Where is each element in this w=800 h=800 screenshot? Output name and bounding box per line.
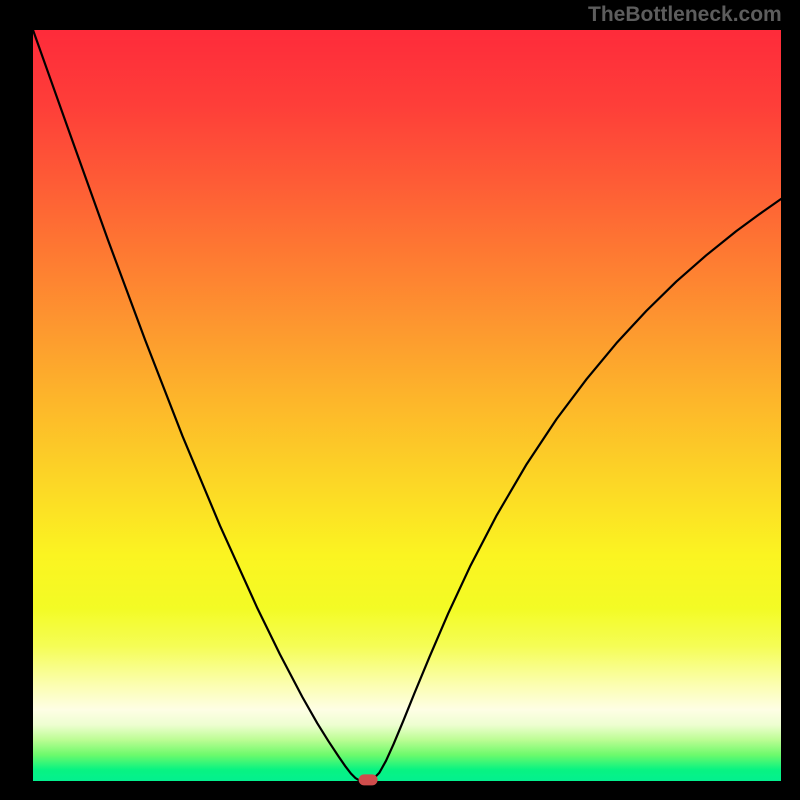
plot-background bbox=[33, 30, 781, 781]
optimum-marker bbox=[359, 774, 378, 785]
chart-svg bbox=[0, 0, 800, 800]
watermark-label: TheBottleneck.com bbox=[588, 3, 782, 27]
